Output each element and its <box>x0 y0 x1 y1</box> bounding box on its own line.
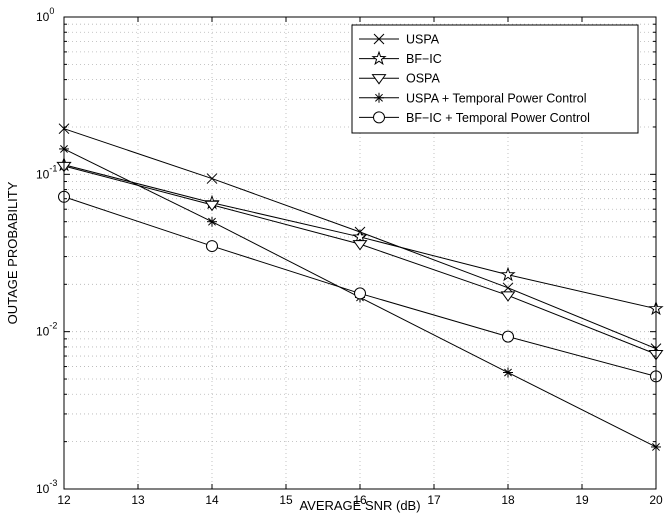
series-3 <box>56 161 664 361</box>
legend-entry: USPA <box>359 33 440 47</box>
x-tick-label: 13 <box>131 493 145 507</box>
x-tick-label: 18 <box>501 493 515 507</box>
legend-marker <box>373 33 385 45</box>
legend-marker <box>374 92 384 103</box>
legend-entry: OSPA <box>359 72 440 86</box>
series-lines <box>56 123 664 452</box>
x-tick-label: 17 <box>427 493 441 507</box>
y-axis-title: OUTAGE PROBABILITY <box>5 181 20 324</box>
data-point <box>352 228 368 244</box>
y-tick-label: 10-2 <box>36 321 57 339</box>
data-point <box>352 240 368 251</box>
data-point <box>354 287 366 300</box>
y-tick-label: 10-1 <box>36 163 57 181</box>
axes: 12 13 14 15 16 17 18 19 20 10-3 10-2 10-1 100 <box>36 6 663 507</box>
data-point <box>500 291 516 302</box>
x-tick-label: 12 <box>57 493 71 507</box>
x-tick-label: 19 <box>575 493 589 507</box>
legend-label: BF−IC + Temporal Power Control <box>406 111 590 125</box>
x-tick-label: 15 <box>279 493 293 507</box>
data-point <box>500 266 516 282</box>
legend-entry: USPA + Temporal Power Control <box>359 91 587 105</box>
legend-label: BF−IC <box>406 52 442 66</box>
x-tick-label: 14 <box>205 493 219 507</box>
legend-label: USPA <box>406 33 440 47</box>
x-tick-label: 20 <box>649 493 663 507</box>
legend-label: USPA + Temporal Power Control <box>406 91 587 105</box>
data-point <box>204 200 220 212</box>
y-tick-label: 10-3 <box>36 478 57 496</box>
y-tick-label: 100 <box>36 6 54 24</box>
x-tick-label: 16 <box>353 493 367 507</box>
legend-marker <box>371 74 387 85</box>
x-axis-title: AVERAGE SNR (dB) <box>299 498 420 513</box>
legend-entry: BF−IC + Temporal Power Control <box>359 111 590 125</box>
legend-label: OSPA <box>406 72 440 86</box>
legend: USPA BF−IC OSPA USPA + Temporal Power Contr… <box>351 24 639 134</box>
data-point <box>207 216 217 227</box>
legend-entry: BF−IC <box>359 50 442 66</box>
data-point <box>503 367 513 378</box>
data-point <box>206 173 218 184</box>
legend-marker <box>371 50 387 66</box>
legend-marker <box>373 111 385 124</box>
data-point <box>502 282 514 294</box>
data-point <box>502 330 514 343</box>
data-point <box>206 240 218 253</box>
legend-box <box>351 24 639 134</box>
